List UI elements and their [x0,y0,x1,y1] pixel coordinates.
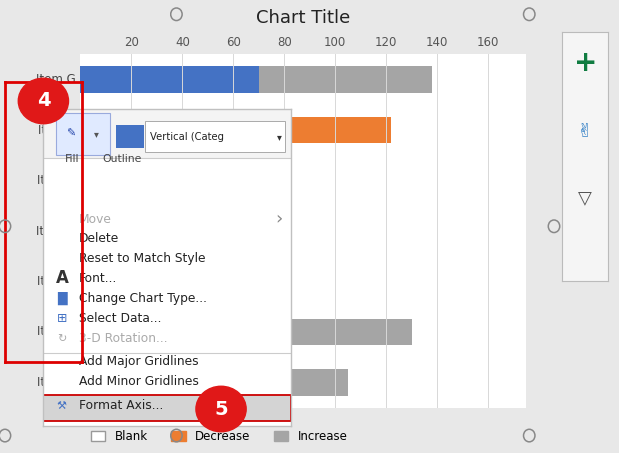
Text: Change Chart Type...: Change Chart Type... [79,292,207,305]
Text: Item G: Item G [36,73,76,86]
Text: Item E: Item E [37,174,76,187]
Circle shape [19,78,69,124]
Bar [220,319,412,345]
Bar [80,268,220,294]
FancyBboxPatch shape [43,395,291,421]
Text: Item A: Item A [37,376,76,389]
Text: Fill: Fill [64,154,79,164]
Text: ▽: ▽ [578,190,592,207]
Text: 4: 4 [37,92,50,111]
Text: 3-D Rotation...: 3-D Rotation... [79,333,168,346]
Circle shape [196,386,246,432]
Text: █: █ [57,292,67,305]
FancyBboxPatch shape [56,113,110,155]
Title: Chart Title: Chart Title [256,9,350,27]
Text: Delete: Delete [79,232,119,245]
Text: ⚒: ⚒ [57,400,67,410]
Text: ▾: ▾ [277,132,282,142]
Text: Item F: Item F [38,124,76,136]
Text: Add Major Gridlines: Add Major Gridlines [79,355,199,368]
Text: Format Axis...: Format Axis... [79,399,163,412]
Text: Select Data...: Select Data... [79,312,162,325]
Text: Item C: Item C [37,275,76,288]
FancyBboxPatch shape [116,125,144,148]
FancyBboxPatch shape [43,109,291,158]
Text: +: + [574,49,597,77]
Text: ▾: ▾ [94,129,99,139]
Text: Reset to Match Style: Reset to Match Style [79,252,206,265]
Text: Font...: Font... [79,271,118,284]
Text: ✎: ✎ [66,129,76,139]
Bar [220,268,266,294]
Text: ⊞: ⊞ [57,312,67,325]
FancyBboxPatch shape [145,121,285,151]
Legend: Blank, Decrease, Increase: Blank, Decrease, Increase [87,425,352,448]
Text: ›: › [275,210,282,228]
Bar [80,319,220,345]
Bar [80,67,259,93]
Text: Outline: Outline [103,154,142,164]
Bar [259,67,432,93]
Text: ↻: ↻ [57,334,67,344]
Text: Add Minor Gridlines: Add Minor Gridlines [79,375,199,388]
Text: 5: 5 [214,400,228,419]
Bar [233,117,391,143]
Text: Move: Move [79,212,112,226]
Text: Item D: Item D [36,225,76,237]
Text: Vertical (Categ: Vertical (Categ [150,132,224,142]
Text: A: A [56,269,68,287]
Bar [80,117,233,143]
Text: ✌: ✌ [577,122,594,141]
Bar [80,369,348,395]
Text: Item B: Item B [37,326,76,338]
